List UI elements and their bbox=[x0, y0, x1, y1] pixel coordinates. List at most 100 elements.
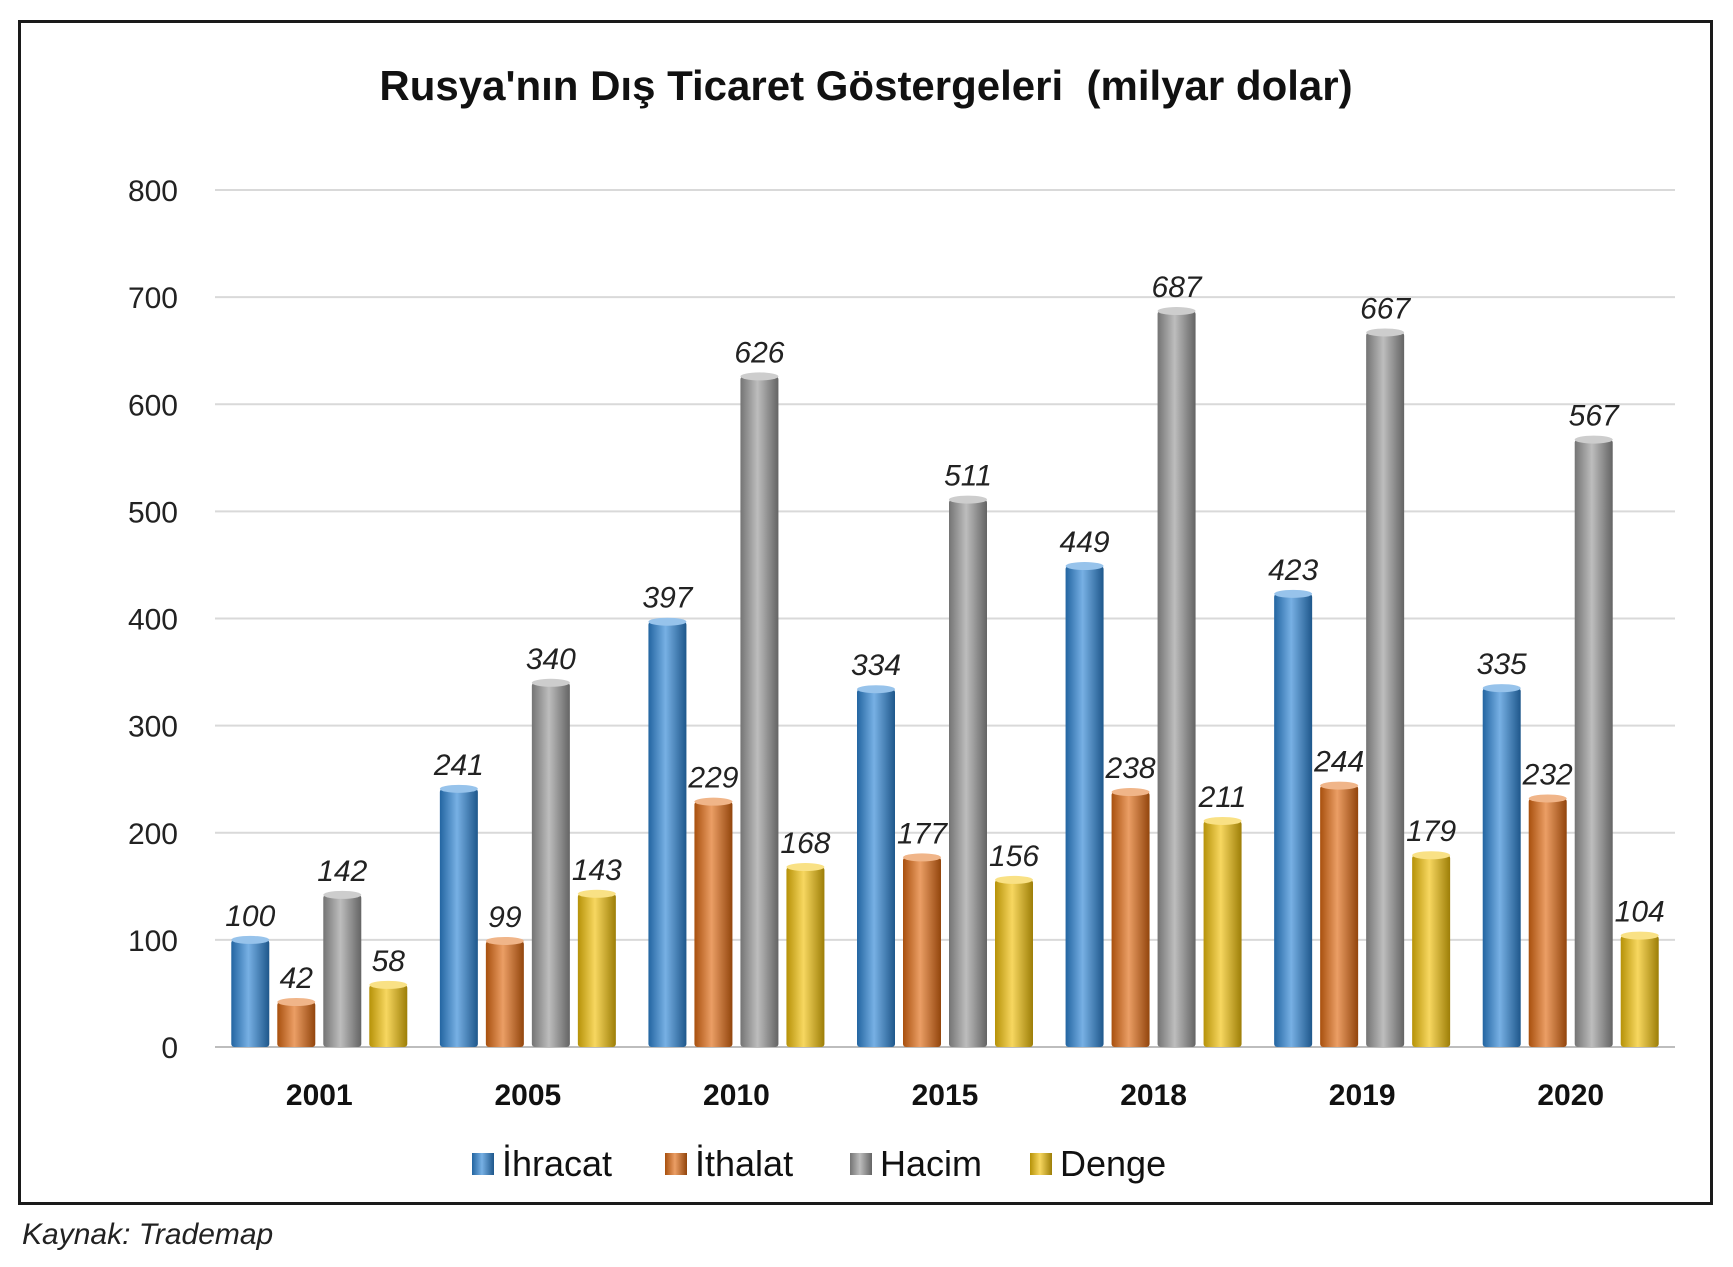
legend: İhracat İthalat Hacim Denge bbox=[472, 1143, 1166, 1184]
bar-cap bbox=[740, 372, 779, 381]
data-label: 238 bbox=[1105, 752, 1156, 785]
y-tick-label: 300 bbox=[128, 711, 178, 744]
bar-cap bbox=[577, 889, 616, 898]
data-label: 334 bbox=[851, 649, 901, 682]
legend-label: Denge bbox=[1060, 1143, 1166, 1184]
x-tick-label: 2015 bbox=[912, 1079, 979, 1112]
bar-cap bbox=[485, 936, 524, 945]
bar-cap bbox=[995, 875, 1033, 884]
data-label: 104 bbox=[1615, 896, 1665, 929]
data-label: 449 bbox=[1060, 526, 1110, 559]
bar-İthalat-2015 bbox=[903, 857, 941, 1047]
bar-Denge-2001 bbox=[369, 984, 408, 1047]
x-tick-label: 2010 bbox=[703, 1079, 770, 1112]
bar-cap bbox=[1065, 562, 1104, 571]
bar-Denge-2015 bbox=[995, 879, 1033, 1047]
gridlines bbox=[215, 189, 1675, 1048]
bar-Hacim-2005 bbox=[531, 682, 570, 1047]
x-axis-ticks: 2001 2005 2010 2015 2018 2019 2020 bbox=[286, 1079, 1604, 1112]
bar-Hacim-2015 bbox=[949, 499, 987, 1047]
data-label: 99 bbox=[488, 901, 522, 934]
y-tick-label: 200 bbox=[128, 818, 178, 851]
bar-İthalat-2001 bbox=[277, 1002, 316, 1047]
data-label: 179 bbox=[1406, 815, 1456, 848]
x-tick-label: 2020 bbox=[1537, 1079, 1604, 1112]
data-label: 211 bbox=[1198, 781, 1247, 814]
bar-Hacim-2018 bbox=[1157, 311, 1196, 1047]
bars bbox=[231, 307, 1659, 1048]
bar-cap bbox=[1157, 307, 1196, 316]
bar-İhracat-2005 bbox=[439, 788, 478, 1047]
bar-cap bbox=[323, 890, 362, 899]
bar-Denge-2020 bbox=[1620, 935, 1659, 1047]
bar-cap bbox=[277, 998, 316, 1007]
legend-label: İhracat bbox=[502, 1143, 612, 1184]
bar-İhracat-2020 bbox=[1482, 688, 1521, 1047]
data-label: 229 bbox=[687, 762, 738, 795]
bar-cap bbox=[949, 495, 987, 504]
data-label: 626 bbox=[734, 336, 784, 369]
data-label: 142 bbox=[317, 855, 367, 888]
source-note: Kaynak: Trademap bbox=[22, 1218, 274, 1251]
chart-title: Rusya'nın Dış Ticaret Göstergeleri (mily… bbox=[379, 62, 1352, 109]
y-tick-label: 500 bbox=[128, 496, 178, 529]
y-tick-label: 100 bbox=[128, 925, 178, 958]
bar-cap bbox=[903, 853, 941, 862]
x-tick-label: 2018 bbox=[1120, 1079, 1187, 1112]
bar-cap bbox=[439, 784, 478, 793]
data-label: 397 bbox=[642, 582, 693, 615]
bar-Denge-2005 bbox=[577, 893, 616, 1047]
bar-cap bbox=[1111, 788, 1150, 797]
bar-cap bbox=[1274, 589, 1313, 598]
bar-cap bbox=[694, 797, 733, 806]
data-label: 168 bbox=[780, 827, 830, 860]
bar-cap bbox=[1366, 328, 1405, 337]
data-label: 156 bbox=[989, 840, 1039, 873]
data-label: 423 bbox=[1268, 554, 1318, 587]
data-label: 511 bbox=[944, 460, 992, 493]
bar-cap bbox=[369, 980, 408, 989]
bar-İhracat-2015 bbox=[857, 689, 895, 1047]
bar-Denge-2019 bbox=[1412, 855, 1451, 1047]
data-label: 335 bbox=[1477, 648, 1527, 681]
data-label: 232 bbox=[1522, 758, 1573, 791]
legend-swatch bbox=[1030, 1153, 1052, 1175]
bar-cap bbox=[1574, 435, 1613, 444]
bar-İthalat-2005 bbox=[485, 940, 524, 1047]
bar-İthalat-2019 bbox=[1320, 785, 1359, 1047]
y-tick-label: 700 bbox=[128, 282, 178, 315]
bar-İhracat-2018 bbox=[1065, 566, 1104, 1047]
bar-Denge-2018 bbox=[1203, 820, 1242, 1047]
data-label: 687 bbox=[1152, 271, 1203, 304]
x-tick-label: 2019 bbox=[1329, 1079, 1396, 1112]
bar-Hacim-2010 bbox=[740, 376, 779, 1048]
bar-cap bbox=[1482, 684, 1521, 693]
bar-Denge-2010 bbox=[786, 867, 825, 1047]
bar-İhracat-2019 bbox=[1274, 593, 1313, 1047]
legend-swatch bbox=[665, 1153, 687, 1175]
data-label: 58 bbox=[372, 945, 406, 978]
legend-swatch bbox=[850, 1153, 872, 1175]
data-label: 241 bbox=[433, 749, 484, 782]
data-label: 177 bbox=[897, 817, 948, 850]
x-tick-label: 2001 bbox=[286, 1079, 353, 1112]
bar-İthalat-2018 bbox=[1111, 792, 1150, 1047]
bar-Hacim-2020 bbox=[1574, 439, 1613, 1047]
bar-İthalat-2020 bbox=[1528, 798, 1567, 1047]
y-axis-ticks: 0 100 200 300 400 500 600 700 800 bbox=[128, 175, 178, 1065]
y-tick-label: 400 bbox=[128, 604, 178, 637]
data-label: 42 bbox=[280, 962, 314, 995]
legend-label: İthalat bbox=[695, 1143, 793, 1184]
data-label: 567 bbox=[1569, 400, 1620, 433]
data-label: 340 bbox=[526, 643, 576, 676]
bar-cap bbox=[231, 935, 270, 944]
legend-swatch bbox=[472, 1153, 494, 1175]
bar-cap bbox=[531, 678, 570, 687]
data-label: 667 bbox=[1360, 292, 1411, 325]
y-tick-label: 800 bbox=[128, 175, 178, 208]
bar-cap bbox=[1320, 781, 1359, 790]
legend-label: Hacim bbox=[880, 1143, 982, 1184]
bar-cap bbox=[1203, 816, 1242, 825]
